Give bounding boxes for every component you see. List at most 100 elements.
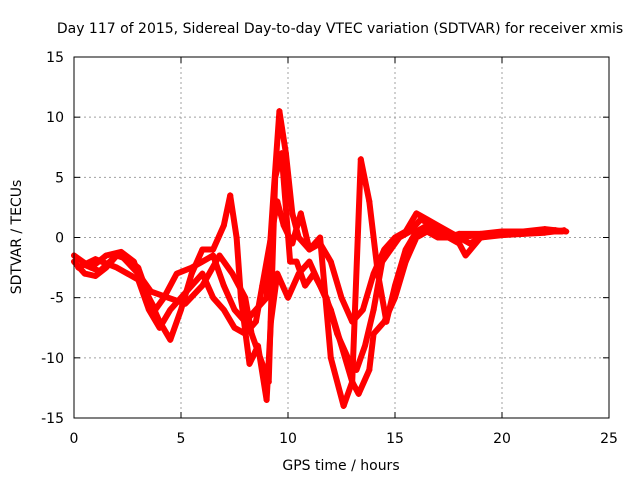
data-point xyxy=(210,294,217,301)
data-point xyxy=(285,294,291,301)
data-point xyxy=(199,282,206,289)
data-point xyxy=(340,402,347,409)
data-point xyxy=(327,354,334,361)
data-point xyxy=(317,234,324,241)
x-axis-label: GPS time / hours xyxy=(282,458,399,474)
data-point xyxy=(434,234,441,241)
data-point xyxy=(387,246,394,253)
data-point xyxy=(216,252,223,259)
data-point xyxy=(199,270,206,277)
data-point xyxy=(113,264,120,271)
data-point xyxy=(370,306,377,313)
series-track-d xyxy=(79,150,559,385)
data-point xyxy=(424,228,431,235)
data-point xyxy=(456,240,463,247)
data-point xyxy=(81,270,88,277)
data-point xyxy=(229,270,236,277)
y-tick-label: 10 xyxy=(46,110,64,126)
x-tick-label: 15 xyxy=(386,431,404,447)
x-tick-label: 20 xyxy=(493,431,511,447)
data-point xyxy=(362,342,369,349)
data-point xyxy=(199,258,206,265)
y-tick-label: -15 xyxy=(41,411,64,427)
data-point xyxy=(220,306,227,313)
data-point xyxy=(199,246,206,253)
data-point xyxy=(130,258,137,265)
data-point xyxy=(173,270,180,277)
data-point xyxy=(263,396,270,403)
data-point xyxy=(552,227,559,234)
data-point xyxy=(359,306,366,313)
data-point xyxy=(75,264,82,271)
data-point xyxy=(488,230,495,237)
data-point xyxy=(145,306,152,313)
data-point xyxy=(366,366,373,373)
y-tick-labels: -15 -10 -5 0 5 10 15 xyxy=(41,50,64,427)
data-point xyxy=(406,228,413,235)
data-point xyxy=(220,222,227,229)
data-point xyxy=(274,270,281,277)
data-point xyxy=(430,222,437,229)
data-point xyxy=(344,354,351,361)
data-point xyxy=(458,234,465,241)
data-point xyxy=(509,229,516,236)
data-point xyxy=(561,227,568,234)
data-point xyxy=(278,150,285,157)
data-point xyxy=(379,258,386,265)
data-point xyxy=(257,354,264,361)
data-point xyxy=(246,360,253,367)
data-point xyxy=(152,306,159,313)
data-point xyxy=(265,378,272,385)
y-tick-label: 15 xyxy=(46,50,64,66)
data-point xyxy=(334,330,341,337)
data-point xyxy=(242,294,249,301)
data-point xyxy=(115,250,122,257)
data-point xyxy=(188,270,195,277)
data-point xyxy=(96,268,103,275)
data-point xyxy=(327,258,334,265)
series-layer xyxy=(71,108,570,409)
data-point xyxy=(310,270,317,277)
data-point xyxy=(148,288,155,295)
data-point xyxy=(103,252,110,259)
data-point xyxy=(242,330,249,337)
y-tick-label: -5 xyxy=(50,291,64,307)
x-tick-labels: 0 5 10 15 20 25 xyxy=(70,431,618,447)
data-point xyxy=(396,234,403,241)
data-point xyxy=(188,282,195,289)
y-tick-label: -10 xyxy=(41,351,64,367)
data-point xyxy=(227,192,234,199)
data-point xyxy=(355,390,362,397)
data-point xyxy=(383,318,390,325)
data-point xyxy=(79,260,86,267)
data-point xyxy=(381,246,388,253)
data-point xyxy=(417,216,424,223)
data-point xyxy=(259,282,266,289)
data-point xyxy=(167,306,174,313)
data-point xyxy=(293,258,300,265)
data-point xyxy=(233,234,240,241)
x-tick-label: 5 xyxy=(177,431,186,447)
data-point xyxy=(231,324,238,331)
x-tick-label: 0 xyxy=(70,431,79,447)
x-tick-label: 25 xyxy=(600,431,618,447)
grid-layer xyxy=(74,57,609,418)
data-point xyxy=(248,330,255,337)
data-point xyxy=(289,210,296,217)
data-point xyxy=(306,258,313,265)
data-point xyxy=(349,378,356,385)
data-point xyxy=(392,282,398,289)
data-point xyxy=(276,108,283,115)
data-point xyxy=(252,318,259,325)
data-point xyxy=(92,273,99,280)
data-point xyxy=(353,366,360,373)
data-point xyxy=(220,282,227,289)
data-point xyxy=(338,294,345,301)
y-axis-label: SDTVAR / TECUs xyxy=(9,180,25,295)
data-point xyxy=(370,330,377,337)
y-tick-label: 0 xyxy=(55,231,64,247)
y-tick-label: 5 xyxy=(55,170,64,186)
data-point xyxy=(306,246,313,253)
plot-frame xyxy=(73,56,610,419)
